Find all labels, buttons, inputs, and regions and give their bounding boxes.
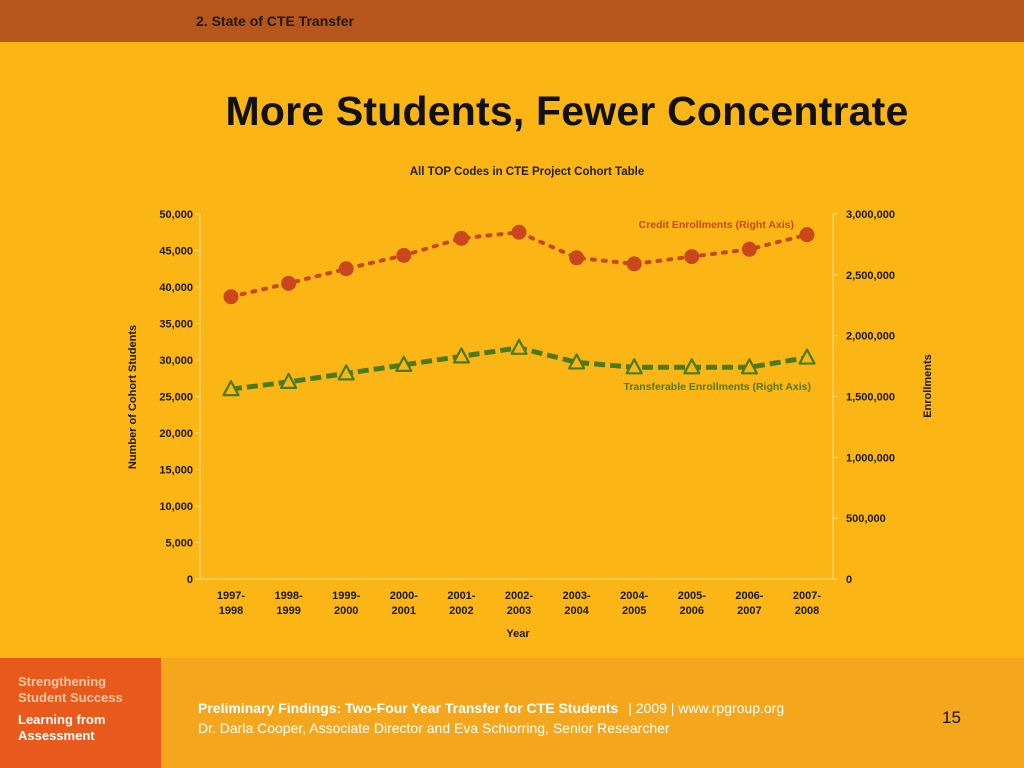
credit-data-point (223, 289, 239, 305)
transferable-data-point (452, 347, 470, 364)
credit-data-point (338, 261, 354, 277)
y-tick-label: 45,000 (159, 246, 193, 258)
y2-tick-label: 0 (846, 574, 852, 586)
y-tick-label: 40,000 (159, 282, 193, 294)
x-tick-label: 2007-2008 (793, 590, 821, 617)
x-tick-label: 2005-2006 (678, 590, 706, 617)
y-tick-label: 10,000 (159, 501, 193, 513)
x-tick-label: 2006-2007 (735, 590, 763, 617)
transferable-data-point (740, 358, 759, 375)
y-tick-label: 5,000 (165, 538, 193, 550)
y2-tick-label: 500,000 (846, 513, 886, 525)
y2-tick-label: 2,000,000 (846, 331, 895, 343)
logo-line1: Strengthening (18, 674, 107, 689)
x-tick-label: 2001-2002 (447, 590, 475, 617)
y2-tick-label: 3,000,000 (846, 209, 895, 221)
transferable-data-point (395, 355, 413, 372)
section-label: 2. State of CTE Transfer (196, 13, 354, 29)
footer-meta: | 2009 | www.rpgroup.org (628, 700, 785, 716)
credit-data-point (741, 241, 757, 257)
x-axis-label: Year (506, 628, 530, 640)
y2-tick-label: 1,000,000 (846, 452, 895, 464)
credit-series-label: Credit Enrollments (Right Axis) (639, 219, 794, 231)
credit-data-point (626, 256, 642, 272)
y-tick-label: 30,000 (159, 355, 193, 367)
transferable-data-point (798, 348, 816, 365)
logo: Strengthening Student Success Learning f… (0, 658, 161, 768)
transferable-data-point (683, 358, 701, 375)
y2-tick-label: 1,500,000 (846, 392, 895, 404)
x-tick-label: 1997-1998 (217, 590, 245, 617)
transferable-data-point (625, 358, 643, 375)
y-tick-label: 20,000 (159, 428, 193, 440)
logo-line4: Assessment (18, 728, 95, 743)
credit-data-point (684, 249, 700, 265)
footer-text: Preliminary Findings: Two-Four Year Tran… (198, 698, 784, 738)
page-number: 15 (942, 708, 961, 727)
credit-data-point (569, 250, 585, 266)
transferable-series-label: Transferable Enrollments (Right Axis) (624, 381, 811, 393)
footer-title: Preliminary Findings: Two-Four Year Tran… (198, 700, 619, 716)
transferable-data-point (510, 338, 528, 355)
header-bar: 2. State of CTE Transfer (0, 0, 1024, 42)
credit-series-line (229, 230, 809, 299)
credit-data-point (453, 230, 469, 246)
footer-authors: Dr. Darla Cooper, Associate Director and… (198, 720, 670, 736)
transferable-data-point (222, 380, 240, 397)
y2-tick-label: 2,500,000 (846, 270, 895, 282)
x-tick-label: 2002-2003 (505, 590, 533, 617)
y-axis-label: Number of Cohort Students (127, 325, 139, 469)
slide-title: More Students, Fewer Concentrate (225, 88, 909, 134)
credit-data-point (396, 247, 412, 263)
x-tick-label: 1998-1999 (275, 590, 303, 617)
transferable-data-point (337, 364, 355, 381)
credit-data-point (511, 224, 527, 240)
y2-axis-label: Enrollments (922, 354, 934, 418)
transferable-data-point (280, 372, 298, 389)
chart-title: All TOP Codes in CTE Project Cohort Tabl… (410, 166, 645, 178)
footer: Strengthening Student Success Learning f… (0, 658, 1024, 768)
logo-line2: Student Success (18, 690, 123, 705)
credit-data-point (799, 227, 815, 243)
y-tick-label: 15,000 (159, 465, 193, 477)
y-tick-label: 0 (187, 574, 193, 586)
x-tick-label: 2003-2004 (563, 590, 591, 617)
chart: All TOP Codes in CTE Project Cohort Tabl… (127, 166, 934, 640)
transferable-data-point (567, 353, 586, 370)
logo-line3: Learning from (18, 712, 106, 727)
x-tick-label: 2004-2005 (620, 590, 648, 617)
y-tick-label: 25,000 (159, 392, 193, 404)
y-tick-label: 35,000 (159, 319, 193, 331)
y-tick-label: 50,000 (159, 209, 193, 221)
x-tick-label: 2000-2001 (390, 590, 418, 617)
credit-data-point (281, 275, 297, 291)
x-tick-label: 1999-2000 (332, 590, 360, 617)
